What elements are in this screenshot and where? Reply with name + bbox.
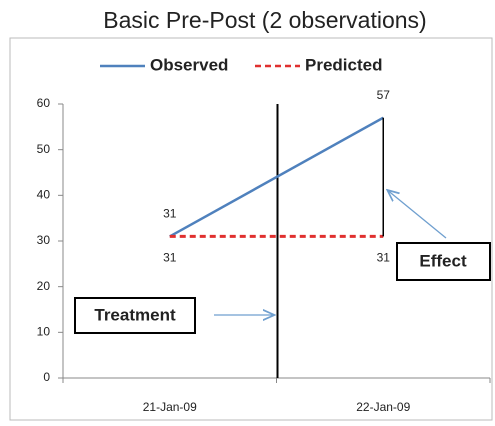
data-label: 31: [377, 251, 391, 265]
data-label: 31: [163, 251, 177, 265]
y-tick-label: 0: [43, 370, 50, 384]
y-tick-label: 60: [37, 96, 51, 110]
legend-label: Observed: [150, 55, 228, 74]
effect-box: [396, 242, 491, 281]
data-label: 57: [377, 88, 391, 102]
chart-border: [9, 37, 493, 421]
series-line: [169, 116, 384, 238]
x-tick-label: 21-Jan-09: [143, 400, 197, 414]
treatment-box: [74, 297, 196, 334]
y-tick-label: 10: [37, 325, 51, 339]
y-tick-label: 40: [37, 188, 51, 202]
y-tick-label: 30: [37, 233, 51, 247]
annotation: Treatment: [94, 305, 176, 324]
data-label: 31: [163, 207, 177, 221]
y-tick-label: 50: [37, 142, 51, 156]
chart-title: Basic Pre-Post (2 observations): [103, 7, 426, 33]
y-tick-label: 20: [37, 279, 51, 293]
annotation-arrow: [387, 190, 447, 239]
x-tick-label: 22-Jan-09: [356, 400, 410, 414]
annotation: Effect: [419, 251, 467, 270]
legend-label: Predicted: [305, 55, 382, 74]
